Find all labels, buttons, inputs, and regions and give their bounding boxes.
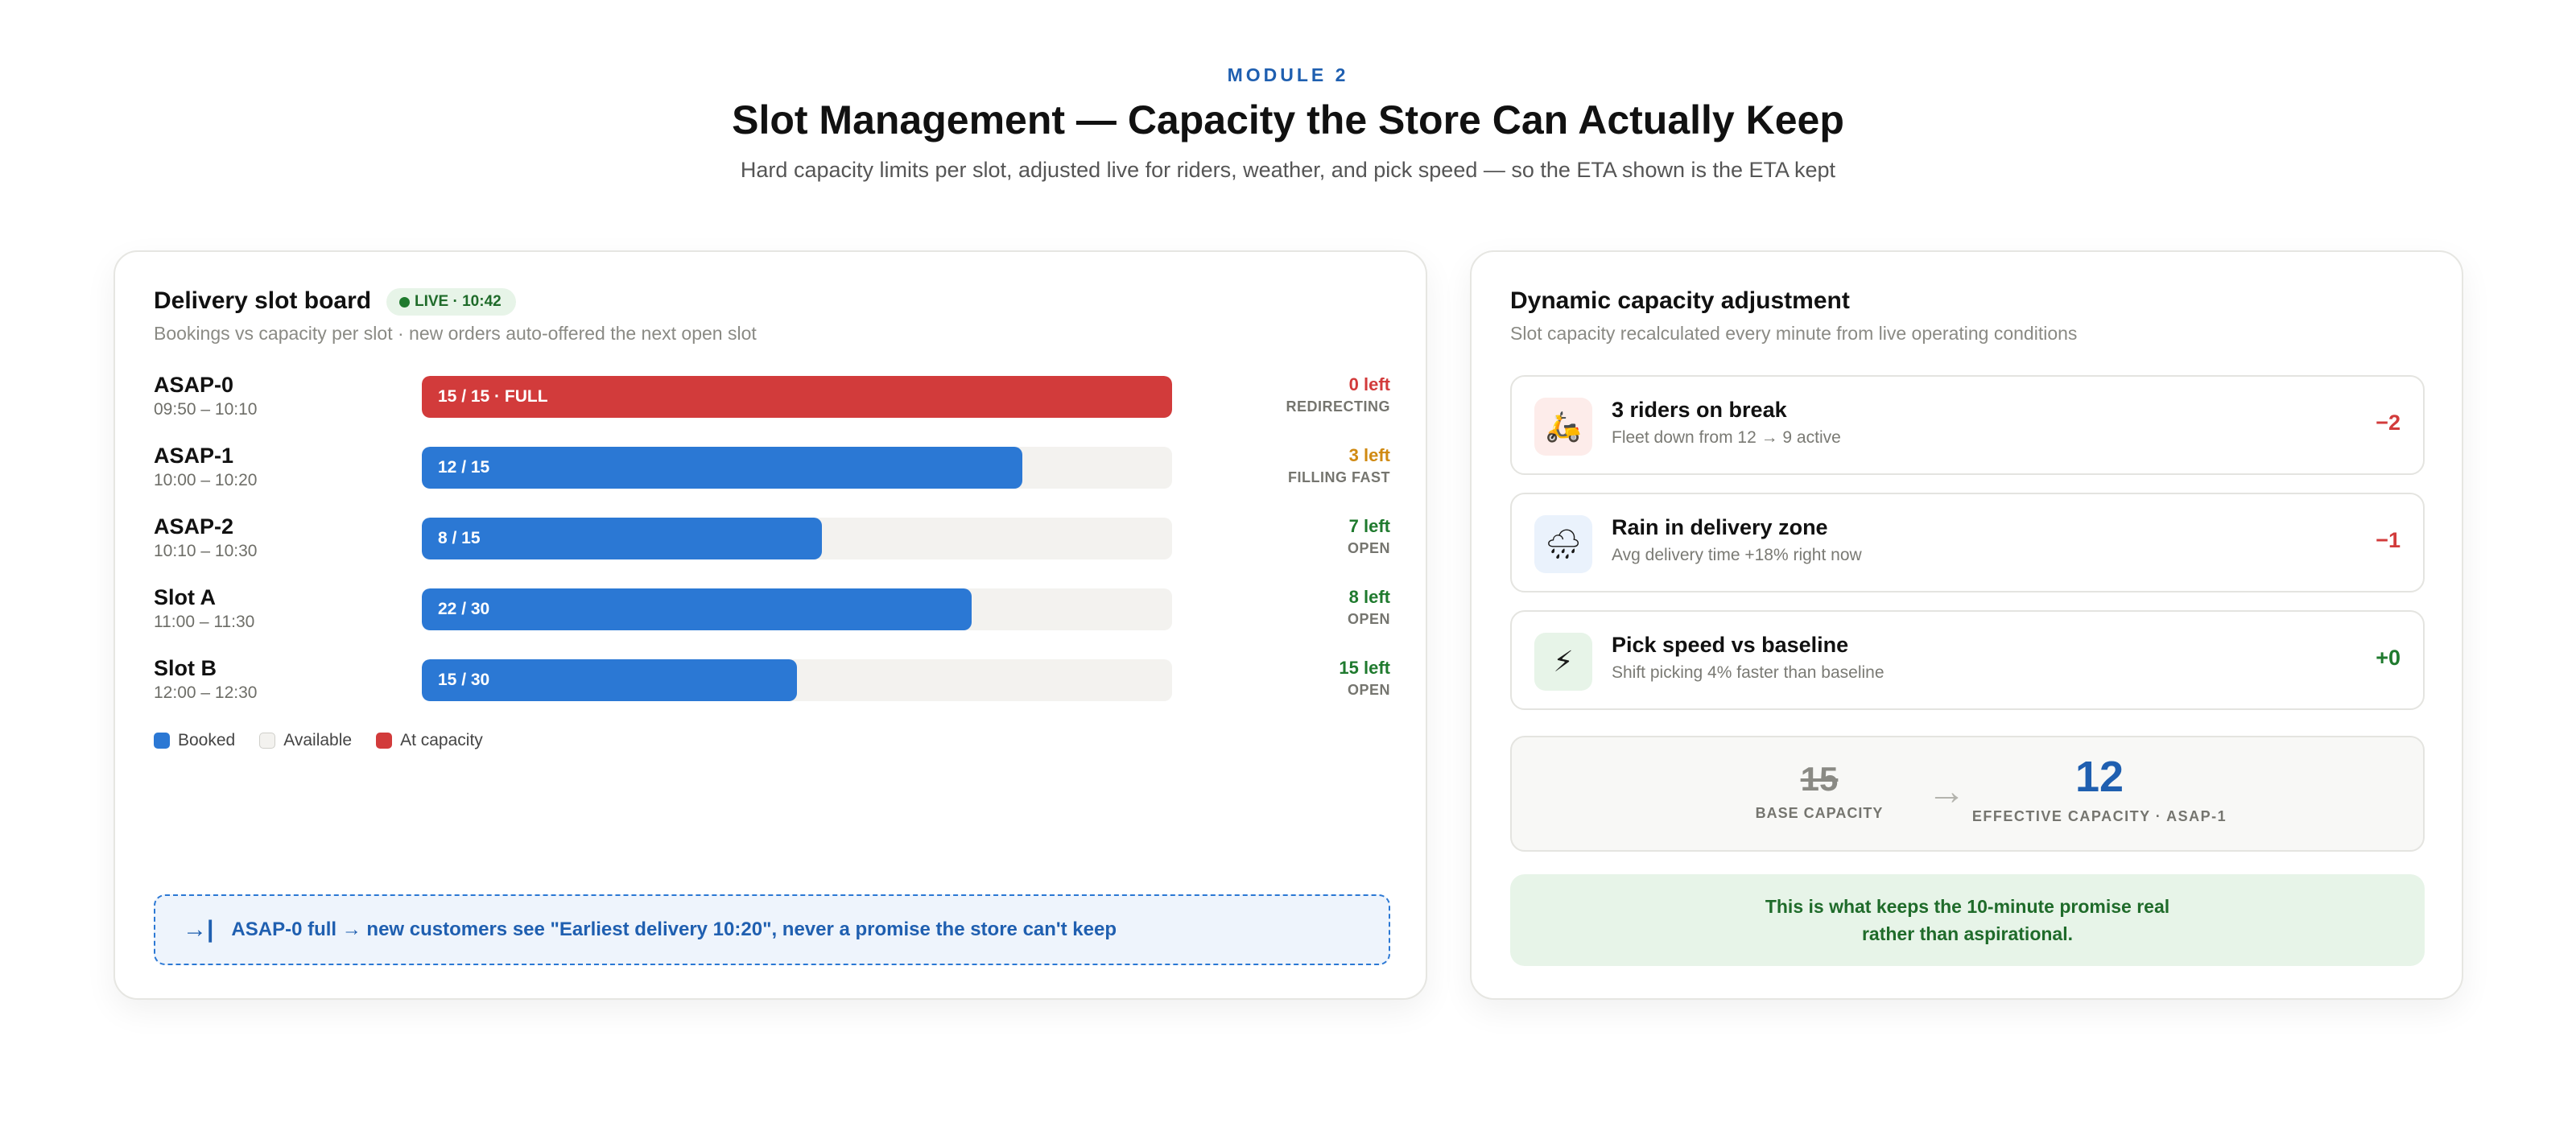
legend: Booked Available At capacity <box>154 731 507 750</box>
slot-remaining: 8 left <box>1348 587 1390 607</box>
lightning-icon: ⚡ <box>1534 633 1592 691</box>
slot-name: Slot B <box>154 656 217 680</box>
legend-swatch-available <box>259 733 276 749</box>
adjustment-detail: Shift picking 4% faster than baseline <box>1612 663 1885 682</box>
promise-note: This is what keeps the 10-minute promise… <box>1510 874 2425 966</box>
capacity-adjustment-card: Dynamic capacity adjustment Slot capacit… <box>1470 250 2463 1000</box>
legend-label-booked: Booked <box>178 731 236 749</box>
slot-status: OPEN <box>1347 682 1390 698</box>
slot-name: Slot A <box>154 585 216 609</box>
capacity-bar-label: 12 / 15 <box>438 458 490 477</box>
slot-time: 10:10 – 10:30 <box>154 542 258 560</box>
slot-board-subtitle: Bookings vs capacity per slot · new orde… <box>154 323 757 344</box>
capacity-bar-fill <box>422 376 1172 418</box>
legend-swatch-at-capacity <box>376 733 393 749</box>
slot-status: OPEN <box>1347 540 1390 556</box>
base-capacity-label: BASE CAPACITY <box>1755 805 1884 821</box>
live-dot-icon <box>399 296 410 308</box>
adjustment-detail: Fleet down from 12 → 9 active <box>1612 428 1841 447</box>
capacity-panel-subtitle: Slot capacity recalculated every minute … <box>1510 323 2078 344</box>
slot-status: FILLING FAST <box>1288 469 1390 485</box>
legend-label-available: Available <box>283 731 353 749</box>
capacity-bar-fill <box>422 659 797 701</box>
adjustment-delta: +0 <box>2376 646 2401 670</box>
slot-row-asap-1: ASAP-1 10:00 – 10:20 12 / 15 3 left FILLING … <box>154 444 1390 508</box>
slot-name: ASAP-1 <box>154 444 234 468</box>
slot-status: OPEN <box>1347 611 1390 627</box>
capacity-bar-label: 22 / 30 <box>438 600 490 618</box>
live-badge: LIVE · 10:42 <box>386 288 516 316</box>
slot-row-slot-b: Slot B 12:00 – 12:30 15 / 30 15 left OPEN <box>154 656 1390 720</box>
slot-row-asap-0: ASAP-0 09:50 – 10:10 15 / 15 · FULL 0 left R… <box>154 373 1390 437</box>
legend-item-booked: Booked <box>154 731 235 750</box>
redirect-arrow-icon: →| <box>183 916 214 943</box>
legend-swatch-booked <box>154 733 170 749</box>
base-capacity-value: 15 <box>1800 760 1839 798</box>
legend-label-at-capacity: At capacity <box>400 731 483 749</box>
legend-item-at-capacity: At capacity <box>376 731 483 750</box>
capacity-bar: 12 / 15 <box>422 447 1172 489</box>
rain-cloud-icon: 🌧 <box>1534 515 1592 573</box>
page-title: Slot Management — Capacity the Store Can… <box>732 97 1844 142</box>
capacity-panel-title: Dynamic capacity adjustment <box>1510 287 1850 314</box>
slot-board-title: Delivery slot board <box>154 287 372 314</box>
legend-item-available: Available <box>259 731 352 750</box>
capacity-bar: 15 / 30 <box>422 659 1172 701</box>
adjustment-item: ⚡ Pick speed vs baseline Shift picking 4% … <box>1510 610 2425 710</box>
promise-note-text: This is what keeps the 10-minute promise… <box>1765 896 2170 944</box>
redirect-callout: →| ASAP-0 full → new customers see "Earl… <box>154 894 1390 965</box>
effective-capacity-label: EFFECTIVE CAPACITY · ASAP-1 <box>1971 808 2227 824</box>
live-badge-label: LIVE · 10:42 <box>415 293 502 310</box>
adjustment-detail: Avg delivery time +18% right now <box>1612 546 1862 564</box>
capacity-summary: 15 BASE CAPACITY → 12 EFFECTIVE CAPACITY… <box>1510 736 2425 852</box>
capacity-bar: 8 / 15 <box>422 518 1172 559</box>
slot-name: ASAP-2 <box>154 514 234 539</box>
capacity-bar: 15 / 15 · FULL <box>422 376 1172 418</box>
capacity-bar-label: 8 / 15 <box>438 529 481 547</box>
capacity-bar-label: 15 / 15 · FULL <box>438 387 548 406</box>
delivery-slot-board-card: Delivery slot board LIVE · 10:42 Booking… <box>114 250 1427 1000</box>
adjustment-item: 🛵 3 riders on break Fleet down from 12 → 9… <box>1510 375 2425 475</box>
capacity-bar: 22 / 30 <box>422 588 1172 630</box>
slot-row-slot-a: Slot A 11:00 – 11:30 22 / 30 8 left OPEN <box>154 585 1390 650</box>
capacity-bar-fill <box>422 588 972 630</box>
arrow-right-icon: → <box>1927 770 1966 813</box>
page-subtitle: Hard capacity limits per slot, adjusted … <box>740 158 1836 182</box>
capacity-bar-label: 15 / 30 <box>438 671 490 689</box>
adjustment-item: 🌧 Rain in delivery zone Avg delivery time … <box>1510 493 2425 592</box>
slot-time: 12:00 – 12:30 <box>154 683 258 702</box>
slot-remaining: 0 left <box>1348 374 1390 394</box>
effective-capacity-value: 12 <box>2074 753 2124 801</box>
slot-status: REDIRECTING <box>1286 398 1390 415</box>
slot-name: ASAP-0 <box>154 373 234 397</box>
callout-text: ASAP-0 full → new customers see "Earlies… <box>231 919 1117 940</box>
slot-remaining: 3 left <box>1348 445 1390 465</box>
slot-row-asap-2: ASAP-2 10:10 – 10:30 8 / 15 7 left OPEN <box>154 514 1390 579</box>
adjustment-title: Pick speed vs baseline <box>1612 633 1849 657</box>
slot-remaining: 15 left <box>1339 658 1390 678</box>
scooter-icon: 🛵 <box>1534 398 1592 456</box>
slot-time: 09:50 – 10:10 <box>154 400 258 419</box>
slot-time: 11:00 – 11:30 <box>154 613 255 631</box>
slot-time: 10:00 – 10:20 <box>154 471 258 489</box>
capacity-bar-fill <box>422 518 822 559</box>
module-tag: MODULE 2 <box>1227 64 1349 85</box>
adjustment-title: 3 riders on break <box>1612 398 1787 422</box>
adjustment-delta: −1 <box>2376 528 2401 552</box>
adjustment-delta: −2 <box>2376 411 2401 435</box>
slot-remaining: 7 left <box>1348 516 1390 536</box>
capacity-bar-fill <box>422 447 1022 489</box>
adjustment-title: Rain in delivery zone <box>1612 515 1828 539</box>
